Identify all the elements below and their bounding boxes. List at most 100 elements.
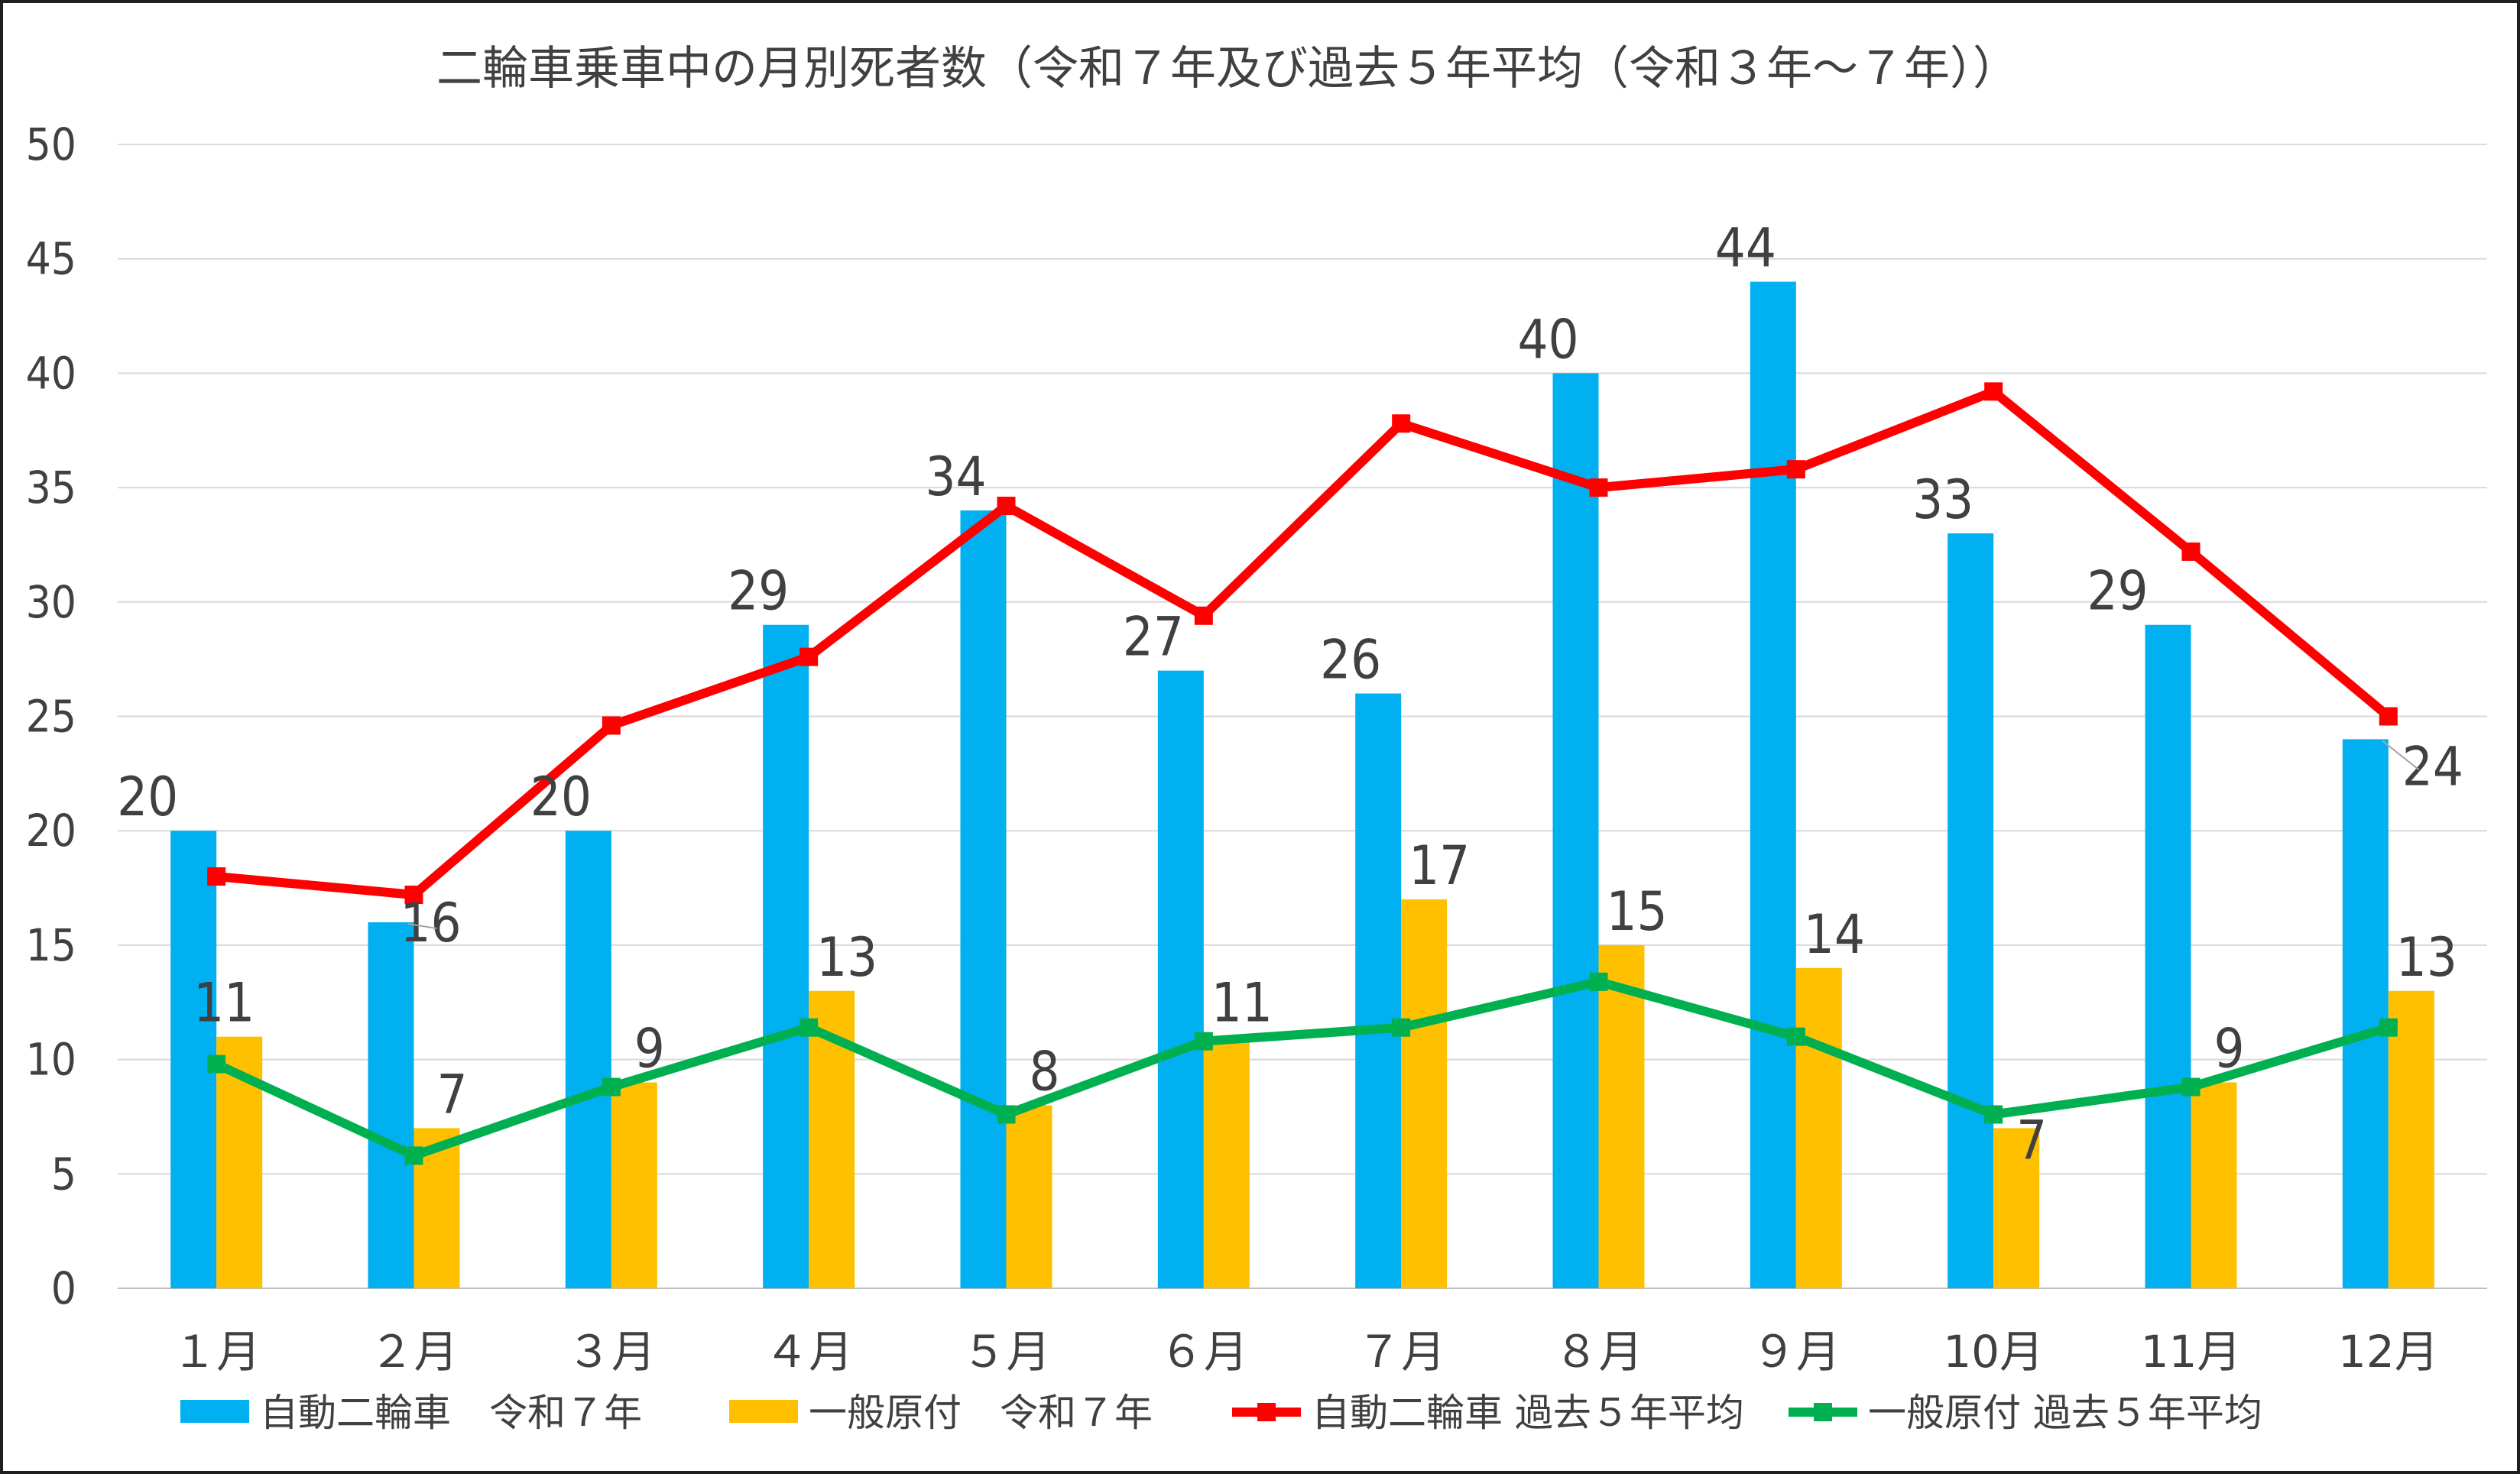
moped-bar: [2388, 990, 2434, 1288]
x-tick-label: 12月: [2338, 1326, 2439, 1378]
moped-bar: [1203, 1036, 1250, 1288]
line-marker: [2181, 1077, 2201, 1097]
bar-data-label: 29: [728, 560, 789, 623]
line-marker: [1589, 478, 1608, 497]
motorcycle-bar: [565, 831, 611, 1288]
motorcycle-bar: [763, 624, 809, 1288]
bar-data-label: 16: [400, 892, 461, 954]
line-marker: [1392, 1018, 1411, 1037]
line-marker: [404, 1146, 423, 1165]
legend-label: 自動二輪車 令和７年: [260, 1391, 642, 1435]
line-marker: [997, 1105, 1016, 1124]
x-tick-label: ２月: [369, 1326, 458, 1378]
data-labels: 20 16 20 29 34 27 26 40 44 33 29 24 11 7 9 13 8 11 17 15 14 7…: [117, 217, 2463, 1172]
y-tick-label: 50: [26, 118, 76, 170]
y-tick-label: 0: [51, 1262, 76, 1314]
bar-data-label: 29: [2087, 560, 2148, 623]
bar-data-label: 13: [816, 926, 877, 989]
line-marker: [602, 716, 621, 735]
line-marker: [2379, 1018, 2398, 1037]
motorcycle-bar: [2145, 624, 2191, 1288]
x-tick-label: ９月: [1752, 1326, 1841, 1378]
motorcycle-bar: [1750, 281, 1796, 1288]
bar-data-label: 7: [436, 1063, 467, 1126]
bar-data-label: 9: [2214, 1018, 2244, 1080]
moped-bar: [1993, 1128, 2040, 1288]
line-marker: [1392, 414, 1411, 433]
motorcycle-bar: [2342, 739, 2389, 1288]
bar-data-label: 40: [1517, 308, 1578, 371]
motorcycle-bar: [368, 922, 414, 1288]
motorcycle-bar: [1157, 670, 1204, 1288]
x-tick-label: ３月: [567, 1326, 656, 1378]
y-tick-label: 25: [26, 691, 76, 743]
legend-marker: [1257, 1403, 1276, 1421]
bar-data-label: 14: [1804, 903, 1865, 966]
line-marker: [207, 867, 226, 886]
motorcycle-bar: [960, 510, 1007, 1288]
bar-data-label: 26: [1320, 629, 1381, 692]
line-marker: [1984, 1105, 2003, 1124]
bar-data-label: 33: [1912, 468, 1974, 531]
line-marker: [1984, 382, 2003, 401]
moped-bar: [1006, 1105, 1052, 1288]
motorcycle-bar: [1948, 533, 1994, 1288]
legend-marker: [1814, 1403, 1832, 1421]
x-tick-label: ４月: [764, 1326, 853, 1378]
chart-canvas: 二輪車乗車中の月別死者数（令和７年及び過去５年平均（令和３年～７年）） 0 5 10…: [26, 42, 2487, 1435]
motorcycle-average-line: [216, 387, 2392, 900]
x-tick-label: 11月: [2141, 1326, 2242, 1378]
y-tick-label: 40: [26, 347, 76, 399]
bar-data-label: 20: [530, 766, 592, 828]
motorcycle-bar: [1552, 373, 1599, 1288]
bar-data-label: 15: [1606, 880, 1667, 943]
line-marker: [1786, 460, 1805, 479]
moped-bar: [611, 1082, 657, 1288]
legend: 自動二輪車 令和７年 一般原付 令和７年 自動二輪車 過去５年平均 一般原付 過去５年…: [180, 1391, 2262, 1435]
moped-bar: [1795, 967, 1842, 1288]
bar-data-label: 24: [2402, 735, 2463, 798]
line-series: [207, 382, 2398, 1165]
legend-label: 一般原付 令和７年: [809, 1391, 1153, 1435]
line-marker: [1194, 1032, 1213, 1051]
chart-title: 二輪車乗車中の月別死者数（令和７年及び過去５年平均（令和３年～７年））: [436, 42, 2019, 96]
x-tick-label: ８月: [1554, 1326, 1643, 1378]
y-tick-label: 20: [26, 805, 76, 857]
y-tick-label: 10: [26, 1034, 76, 1086]
x-axis: １月 ２月 ３月 ４月 ５月 ６月 ７月 ８月 ９月 10月 11月 12月: [172, 1326, 2439, 1378]
y-tick-label: 35: [26, 462, 76, 513]
y-tick-label: 5: [51, 1148, 76, 1200]
leader-line: [2382, 740, 2420, 771]
moped-bar: [2191, 1082, 2237, 1288]
line-marker: [404, 886, 423, 905]
bar-data-label: 13: [2396, 926, 2457, 989]
bar-data-label: 27: [1123, 606, 1184, 669]
x-tick-label: ６月: [1159, 1326, 1248, 1378]
motorcycle-bar: [1355, 693, 1402, 1288]
legend-swatch: [180, 1400, 249, 1423]
line-marker: [1786, 1027, 1805, 1046]
bar-data-label: 11: [1211, 972, 1273, 1035]
line-marker: [602, 1077, 621, 1097]
bar-data-label: 44: [1715, 217, 1776, 280]
line-marker: [799, 1018, 819, 1037]
x-tick-label: １月: [172, 1326, 261, 1378]
legend-label: 一般原付 過去５年平均: [1868, 1391, 2262, 1435]
bar-data-label: 17: [1409, 834, 1470, 897]
bar-series: [170, 281, 2434, 1288]
bar-data-label: 7: [2016, 1109, 2047, 1171]
bar-data-label: 9: [634, 1018, 665, 1080]
moped-average-line: [214, 977, 2390, 1161]
bar-data-label: 11: [193, 972, 255, 1035]
y-tick-label: 30: [26, 576, 76, 628]
x-tick-label: ７月: [1357, 1326, 1445, 1378]
gridlines: [118, 144, 2487, 1289]
y-tick-label: 15: [26, 919, 76, 971]
leader-line: [407, 922, 437, 929]
x-tick-label: 10月: [1943, 1326, 2044, 1378]
line-marker: [2181, 542, 2201, 561]
y-tick-label: 45: [26, 233, 76, 285]
line-marker: [1589, 972, 1608, 991]
legend-label: 自動二輪車 過去５年平均: [1312, 1391, 1744, 1435]
